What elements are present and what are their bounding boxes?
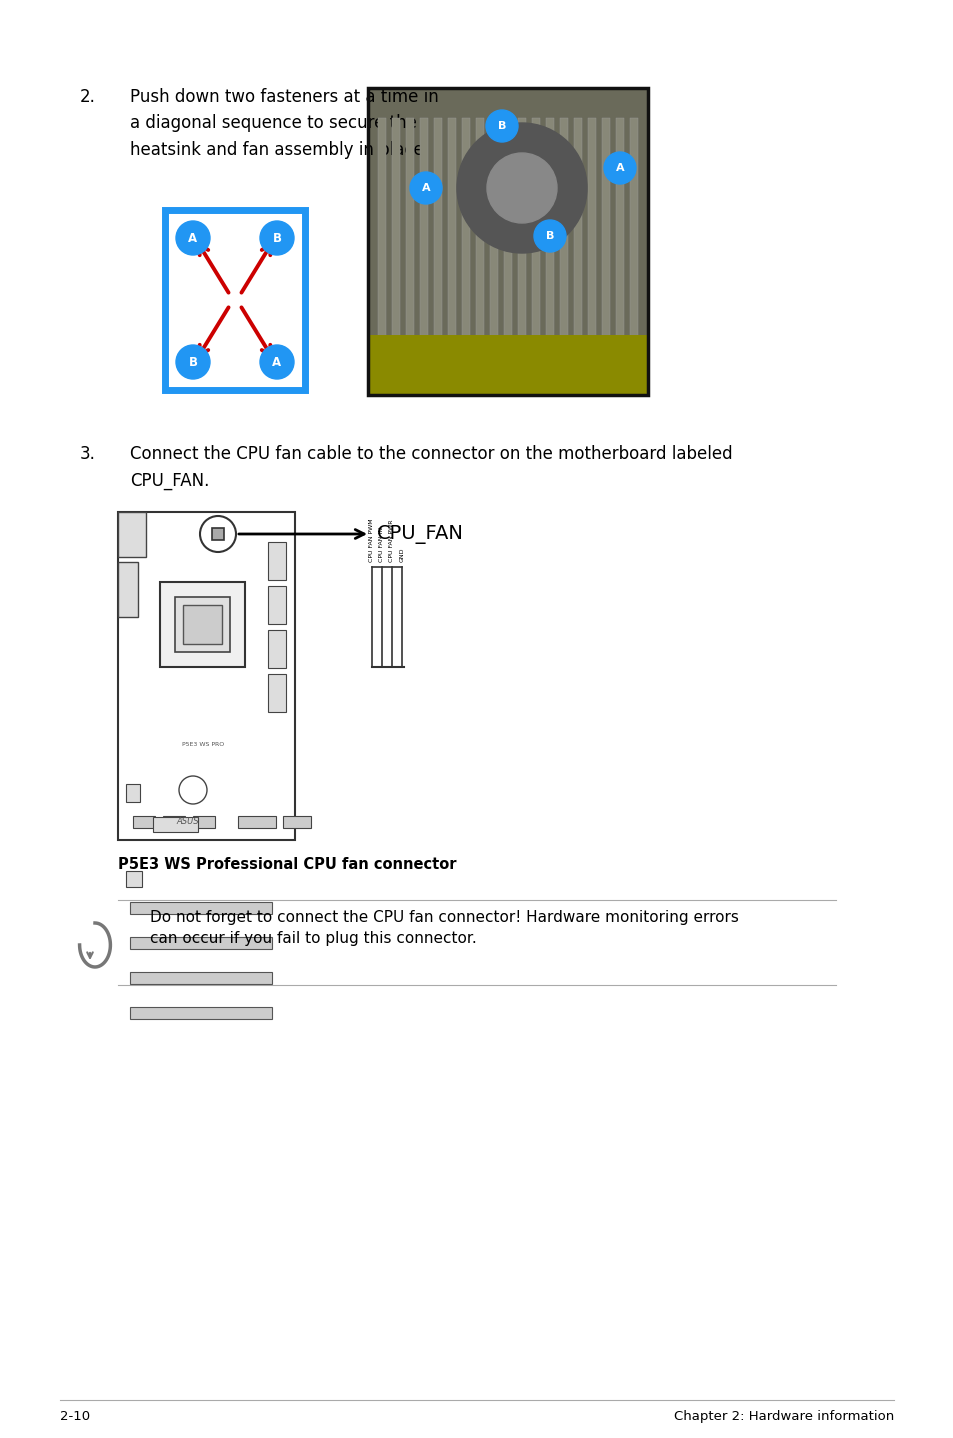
Text: 2-10: 2-10 xyxy=(60,1411,90,1424)
Text: A: A xyxy=(273,355,281,368)
Circle shape xyxy=(456,124,586,253)
Bar xyxy=(268,587,286,624)
Bar xyxy=(545,118,554,365)
Text: CPU FAN IN: CPU FAN IN xyxy=(379,526,384,562)
Circle shape xyxy=(534,220,565,252)
Circle shape xyxy=(260,345,294,380)
Bar xyxy=(574,118,581,365)
Text: Connect the CPU fan cable to the connector on the motherboard labeled
CPU_FAN.: Connect the CPU fan cable to the connect… xyxy=(130,444,732,490)
Bar xyxy=(160,582,245,667)
Bar xyxy=(532,118,539,365)
Bar xyxy=(392,118,399,365)
Bar xyxy=(601,118,609,365)
Text: A: A xyxy=(615,162,623,173)
Bar xyxy=(130,972,272,984)
Bar xyxy=(165,210,305,390)
Bar xyxy=(268,630,286,669)
Bar xyxy=(126,871,142,887)
Bar xyxy=(118,562,138,617)
Bar xyxy=(132,815,154,828)
Circle shape xyxy=(200,516,235,552)
Text: Do not forget to connect the CPU fan connector! Hardware monitoring errors
can o: Do not forget to connect the CPU fan con… xyxy=(150,910,739,946)
Text: B: B xyxy=(273,232,281,244)
Bar xyxy=(130,938,272,949)
Bar xyxy=(434,118,441,365)
Bar xyxy=(368,88,647,395)
Text: 2.: 2. xyxy=(80,88,95,106)
Bar xyxy=(368,88,647,395)
Bar xyxy=(419,118,428,365)
Bar xyxy=(587,118,596,365)
Bar xyxy=(130,1007,272,1020)
Bar xyxy=(174,597,230,651)
Text: CPU FAN PWR: CPU FAN PWR xyxy=(389,519,395,562)
Circle shape xyxy=(410,173,441,204)
Circle shape xyxy=(486,152,557,223)
Bar xyxy=(268,674,286,712)
Bar xyxy=(517,118,525,365)
Bar xyxy=(476,118,483,365)
Circle shape xyxy=(175,345,210,380)
Text: 3.: 3. xyxy=(80,444,95,463)
Bar xyxy=(461,118,470,365)
Bar xyxy=(368,88,647,395)
Bar xyxy=(126,784,140,802)
Bar xyxy=(448,118,456,365)
Bar xyxy=(503,118,512,365)
Text: B: B xyxy=(189,355,197,368)
Text: ASUS: ASUS xyxy=(176,817,199,827)
Bar xyxy=(559,118,567,365)
Text: P5E3 WS Professional CPU fan connector: P5E3 WS Professional CPU fan connector xyxy=(118,857,456,871)
Ellipse shape xyxy=(179,777,207,804)
Bar xyxy=(237,815,275,828)
Circle shape xyxy=(485,109,517,142)
Bar xyxy=(616,118,623,365)
Bar xyxy=(118,512,146,557)
Bar xyxy=(283,815,311,828)
Bar xyxy=(629,118,638,365)
Text: B: B xyxy=(497,121,506,131)
Bar xyxy=(118,512,294,840)
Text: CPU_FAN: CPU_FAN xyxy=(376,525,463,544)
Text: B: B xyxy=(545,232,554,242)
Bar xyxy=(377,118,386,365)
Text: Chapter 2: Hardware information: Chapter 2: Hardware information xyxy=(673,1411,893,1424)
Bar xyxy=(130,902,272,915)
Text: CPU FAN PWM: CPU FAN PWM xyxy=(369,518,375,562)
Bar xyxy=(163,815,185,828)
Circle shape xyxy=(260,221,294,255)
Bar xyxy=(212,528,224,541)
Circle shape xyxy=(603,152,636,184)
Circle shape xyxy=(175,221,210,255)
Bar xyxy=(368,335,647,395)
Text: Push down two fasteners at a time in
a diagonal sequence to secure the
heatsink : Push down two fasteners at a time in a d… xyxy=(130,88,438,158)
Bar xyxy=(193,815,214,828)
Text: P5E3 WS PRO: P5E3 WS PRO xyxy=(182,742,224,748)
Bar xyxy=(183,605,222,644)
Bar xyxy=(152,817,198,833)
Bar xyxy=(268,542,286,580)
Text: A: A xyxy=(189,232,197,244)
Bar xyxy=(490,118,497,365)
Text: A: A xyxy=(421,183,430,193)
Text: GND: GND xyxy=(399,548,404,562)
Bar xyxy=(406,118,414,365)
